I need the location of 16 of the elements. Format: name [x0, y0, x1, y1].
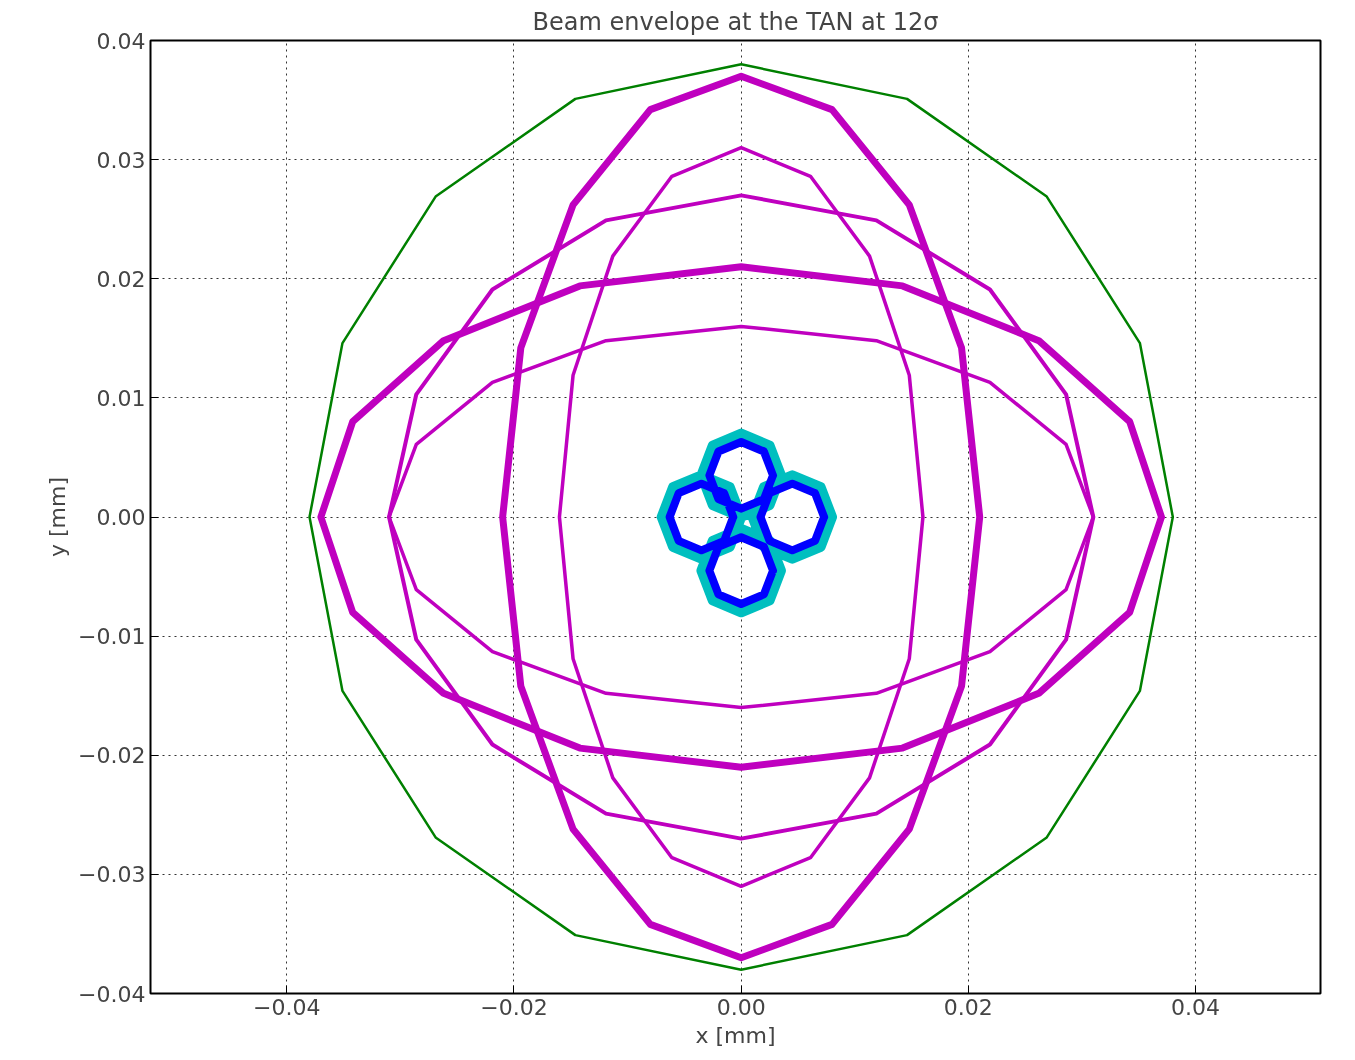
y-tick-label: 0.04: [96, 28, 146, 54]
x-tick-label: −0.04: [253, 994, 321, 1020]
x-tick-label: 0.04: [1171, 994, 1221, 1020]
y-tick-label: −0.03: [78, 862, 146, 888]
y-tick-label: −0.01: [78, 624, 146, 650]
x-tick-label: 0.02: [943, 994, 993, 1020]
chart-title: Beam envelope at the TAN at 12σ: [532, 7, 939, 36]
y-tick-label: 0.01: [96, 385, 146, 411]
x-axis-title: x [mm]: [695, 1022, 776, 1048]
x-tick-label: 0.00: [716, 994, 766, 1020]
x-tick-label: −0.02: [480, 994, 548, 1020]
y-tick-label: −0.02: [78, 743, 146, 769]
y-tick-label: 0.02: [96, 266, 146, 292]
y-tick-label: 0.03: [96, 147, 146, 173]
y-tick-label: 0.00: [96, 505, 146, 530]
y-axis-title: y [mm]: [45, 476, 71, 558]
